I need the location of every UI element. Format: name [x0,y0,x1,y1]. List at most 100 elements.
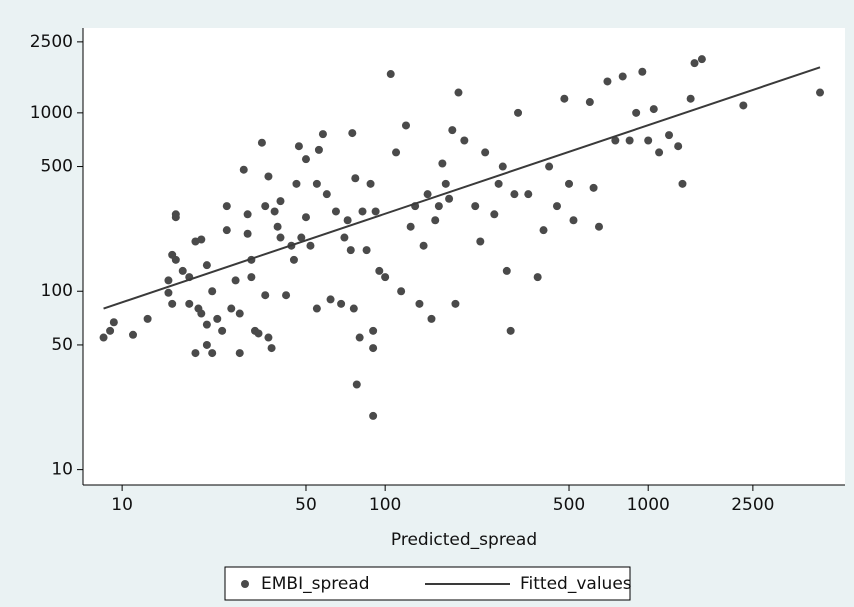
point [213,314,222,323]
x-axis-title: Predicted_spread [391,530,537,550]
point [362,246,371,255]
x-tick-label: 10 [111,495,133,515]
point [441,179,450,188]
point [257,138,266,147]
point [267,344,276,353]
point [514,108,523,117]
point [351,174,360,183]
point [164,276,173,285]
point [292,179,301,188]
point [560,94,569,103]
point [565,179,574,188]
point [235,349,244,358]
point [254,329,263,338]
point [603,77,612,86]
point [419,241,428,250]
point [297,233,306,242]
point [191,349,200,358]
x-tick-label: 1000 [627,495,670,515]
point [618,72,627,81]
fitted-line [103,66,821,310]
point [218,326,227,335]
point [415,299,424,308]
point [343,216,352,225]
point [406,222,415,231]
point [490,210,499,219]
point [697,55,706,64]
x-tick-label: 500 [553,495,585,515]
x-tick-label: 50 [295,495,317,515]
point [247,273,256,282]
point [306,241,315,250]
point [337,299,346,308]
point [678,179,687,188]
point [460,136,469,145]
point [318,130,327,139]
point [690,59,699,68]
point [346,246,355,255]
point [348,129,357,138]
point [355,333,364,342]
point [301,213,310,222]
point [243,229,252,238]
point [208,349,217,358]
point [625,136,634,145]
point [352,380,361,389]
point [312,304,321,313]
point [655,148,664,157]
point [340,233,349,242]
point [510,190,519,199]
point [185,299,194,308]
point [264,333,273,342]
point [533,273,542,282]
point [197,235,206,244]
point [471,202,480,211]
point [235,309,244,318]
point [506,326,515,335]
point [369,344,378,353]
x-tick-label: 100 [369,495,401,515]
point [208,287,217,296]
point [231,276,240,285]
point [171,213,180,222]
point [227,304,236,313]
point [222,226,231,235]
point [202,340,211,349]
point [392,148,401,157]
point [312,179,321,188]
point [222,202,231,211]
point [369,326,378,335]
point [264,172,273,181]
point [261,291,270,300]
point [282,291,291,300]
point [197,309,206,318]
point [369,411,378,420]
legend-label: Fitted_values [520,574,632,594]
point [289,255,298,264]
y-tick-label: 500 [41,157,73,177]
point [331,207,340,216]
point [168,299,177,308]
point [739,101,748,110]
point [375,266,384,275]
y-tick-label: 1000 [30,103,73,123]
point [524,190,533,199]
point [99,333,108,342]
point [301,155,310,164]
point [322,190,331,199]
point [202,261,211,270]
point [476,237,485,246]
point [276,233,285,242]
point [649,105,658,114]
point [270,207,279,216]
point [589,183,598,192]
point [202,320,211,329]
point [539,226,548,235]
point [314,145,323,154]
point [371,207,380,216]
point [349,304,358,313]
point [109,318,118,327]
point [178,266,187,275]
y-tick-label: 100 [41,281,73,301]
